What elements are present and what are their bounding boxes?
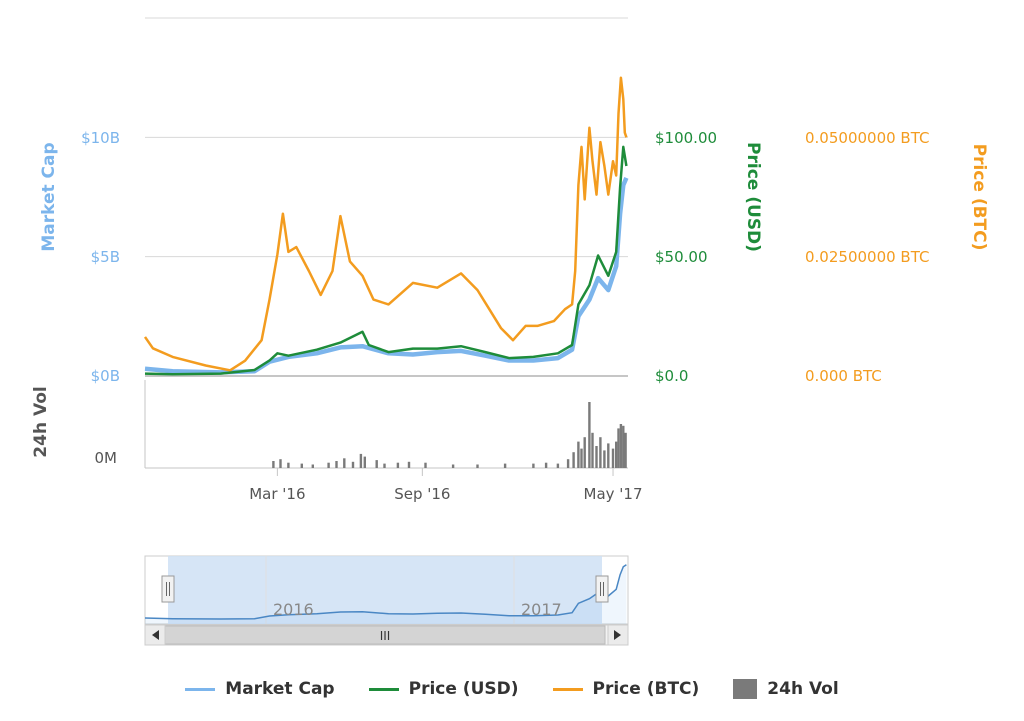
- volume-bar: [617, 428, 620, 468]
- x-tick-label: Sep '16: [394, 485, 450, 503]
- legend-label: Market Cap: [225, 679, 335, 699]
- volume-bar: [396, 462, 400, 468]
- series-line-price-usd: [144, 145, 628, 376]
- volume-bar: [279, 459, 282, 468]
- volume-bar: [476, 464, 479, 468]
- axes: $0B $5B $10B Market Cap $0.0 $50.00 $100.00 Pri…: [31, 129, 989, 503]
- legend-swatch: [733, 679, 758, 699]
- volume-bar: [451, 464, 455, 468]
- volume-bar: [363, 456, 366, 468]
- navigator[interactable]: 2016 2017 III: [144, 555, 629, 646]
- volume-bar: [624, 432, 627, 468]
- volume-bar: [383, 463, 386, 468]
- scrollbar-grip-label: III: [380, 629, 391, 643]
- volume-bar: [327, 462, 330, 468]
- price-usd-tick-label: $50.00: [655, 248, 708, 266]
- volume-bar: [611, 448, 615, 468]
- legend-item-price-usd[interactable]: Price (USD): [368, 679, 519, 699]
- legend: Market Cap Price (USD) Price (BTC) 24h V…: [0, 672, 1024, 706]
- volume-bar: [580, 448, 583, 468]
- volume-bar: [622, 425, 625, 468]
- market-cap-axis-label: Market Cap: [39, 142, 59, 251]
- legend-swatch: [552, 687, 583, 691]
- price-btc-tick-label: 0.000 BTC: [805, 367, 882, 385]
- volume-bar: [583, 437, 586, 468]
- volume-tick-label: 0M: [95, 449, 118, 467]
- chevron-left-icon: [152, 630, 159, 640]
- volume-panel: [144, 380, 628, 469]
- volume-bar: [619, 424, 623, 468]
- navigator-selection: [168, 556, 602, 624]
- x-tick-label: May '17: [584, 485, 643, 503]
- volume-bar: [335, 461, 338, 468]
- navigator-label-2016: 2016: [273, 600, 314, 619]
- volume-bar: [375, 460, 378, 468]
- volume-bar: [311, 464, 314, 468]
- volume-bar: [544, 462, 548, 468]
- series-line-market-cap: [144, 177, 629, 375]
- legend-item-price-btc[interactable]: Price (BTC): [552, 679, 700, 699]
- volume-bar: [407, 461, 411, 468]
- grid: [145, 17, 628, 377]
- legend-swatch: [185, 687, 216, 691]
- legend-label: Price (BTC): [592, 679, 700, 699]
- volume-bar: [503, 463, 507, 468]
- handle-body: [595, 575, 609, 603]
- price-usd-axis-label: Price (USD): [743, 142, 763, 252]
- volume-bar: [424, 462, 427, 468]
- legend-swatch: [368, 687, 399, 691]
- volume-bar: [577, 441, 580, 468]
- volume-bar: [272, 461, 275, 468]
- x-tick-label: Mar '16: [249, 485, 305, 503]
- price-usd-tick-label: $0.0: [655, 367, 688, 385]
- volume-bar: [300, 463, 303, 468]
- volume-bar: [599, 437, 602, 468]
- volume-bar: [556, 463, 560, 468]
- volume-bar: [572, 452, 575, 468]
- market-cap-tick-label: $0B: [91, 367, 120, 385]
- volume-bar: [343, 458, 346, 468]
- volume-bar: [351, 461, 355, 468]
- volume-bar: [595, 446, 598, 468]
- volume-bar: [591, 432, 594, 468]
- volume-bar: [607, 443, 610, 468]
- series-line-price-btc: [143, 76, 628, 372]
- volume-bar: [532, 463, 535, 468]
- legend-label: 24h Vol: [767, 679, 839, 699]
- market-cap-tick-label: $5B: [91, 248, 120, 266]
- scroll-right-button[interactable]: [607, 624, 629, 646]
- navigator-area: [145, 564, 627, 624]
- volume-bar: [603, 450, 606, 468]
- price-usd-tick-label: $100.00: [655, 129, 717, 147]
- price-btc-tick-label: 0.02500000 BTC: [805, 248, 929, 266]
- market-cap-tick-label: $10B: [81, 129, 120, 147]
- handle-body: [161, 575, 175, 603]
- volume-bar: [588, 402, 591, 468]
- volume-bar: [615, 441, 618, 468]
- navigator-right-handle[interactable]: [595, 575, 609, 603]
- navigator-left-handle[interactable]: [161, 575, 175, 603]
- legend-item-24h-vol[interactable]: 24h Vol: [733, 679, 839, 699]
- legend-item-market-cap[interactable]: Market Cap: [185, 679, 335, 699]
- volume-bar: [566, 459, 570, 468]
- scroll-left-button[interactable]: [144, 624, 166, 646]
- volume-axis-label: 24h Vol: [31, 386, 51, 457]
- legend-label: Price (USD): [408, 679, 519, 699]
- navigator-scrollbar[interactable]: III: [144, 624, 629, 646]
- series: [143, 76, 629, 376]
- price-btc-tick-label: 0.05000000 BTC: [805, 129, 929, 147]
- volume-bar: [359, 453, 363, 468]
- volume-bar: [287, 462, 290, 468]
- price-btc-axis-label: Price (BTC): [969, 144, 989, 251]
- navigator-label-2017: 2017: [521, 600, 562, 619]
- chevron-right-icon: [614, 630, 621, 640]
